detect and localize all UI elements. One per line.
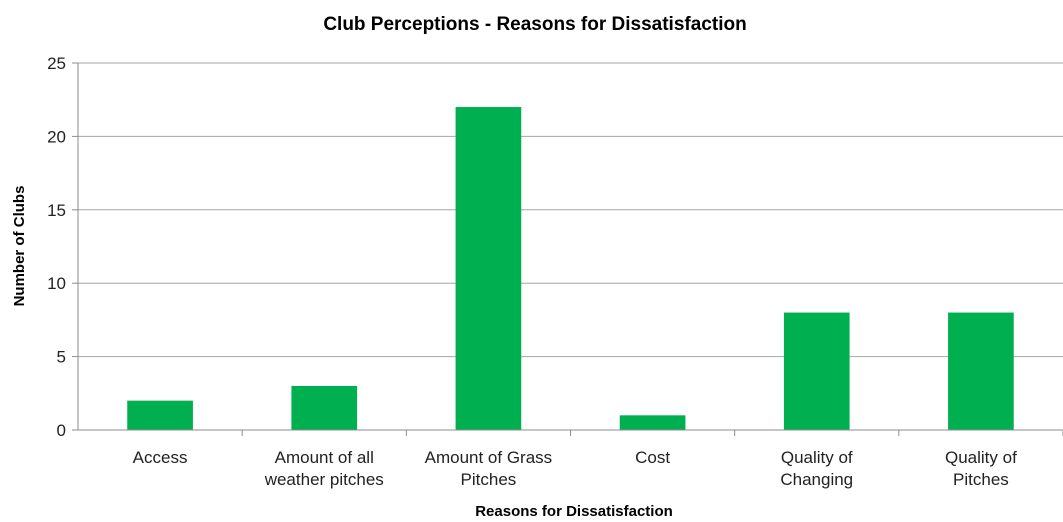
bar: [783, 312, 850, 430]
y-tick-label: 0: [57, 421, 66, 440]
y-tick-label: 20: [47, 127, 66, 146]
y-axis-title: Number of Clubs: [11, 186, 28, 307]
x-tick-label: Access: [133, 448, 188, 467]
x-tick-label: Cost: [635, 448, 670, 467]
bar: [619, 415, 686, 430]
y-tick-labels: 0 5 10 15 20 25: [47, 54, 66, 440]
bar: [455, 107, 522, 430]
x-tick-labels: Access Amount of all weather pitches Amount…: [133, 448, 1017, 489]
x-tick-label: Quality of Changing: [780, 448, 853, 489]
gridlines: [72, 62, 1063, 431]
bar: [127, 400, 193, 430]
bar: [291, 385, 358, 430]
bars: [127, 107, 1063, 436]
chart-title: Club Perceptions - Reasons for Dissatisf…: [323, 14, 746, 35]
y-tick-label: 15: [47, 201, 66, 220]
y-tick-label: 10: [47, 274, 66, 293]
y-tick-label: 5: [57, 348, 66, 367]
y-tick-label: 25: [47, 54, 66, 73]
bar: [948, 312, 1014, 430]
x-axis-title: Reasons for Dissatisfaction: [475, 503, 673, 520]
x-tick-label: Quality of Pitches: [945, 448, 1017, 489]
x-tick-label: Amount of Grass Pitches: [425, 448, 553, 489]
x-tick-label: Amount of all weather pitches: [264, 448, 384, 489]
